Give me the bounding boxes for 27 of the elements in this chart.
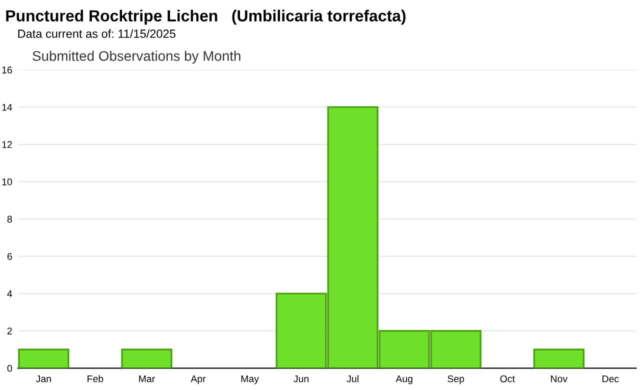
y-tick-label: 6 xyxy=(7,253,12,260)
chart-title: Punctured Rocktripe Lichen (Umbilicaria torrefacta) xyxy=(6,10,406,25)
bar xyxy=(533,348,584,368)
y-tick-label: 16 xyxy=(2,66,12,74)
text: Submitted Observations by Month xyxy=(32,50,240,64)
bar xyxy=(18,348,70,368)
x-tick-label: Mar xyxy=(139,375,155,382)
y-tick-label: 2 xyxy=(7,328,12,334)
x-tick-label: Jan xyxy=(36,375,51,382)
chart-subtitle: Data current as of: 11/15/2025 xyxy=(18,29,176,38)
x-tick-label: Aug xyxy=(396,375,412,384)
bar xyxy=(121,348,172,368)
x-tick-label: Oct xyxy=(500,375,515,382)
x-tick-label: Sep xyxy=(448,375,464,384)
y-tick-label: 4 xyxy=(7,290,12,298)
x-tick-label: Jul xyxy=(346,375,358,382)
x-tick-label: Apr xyxy=(190,375,206,384)
x-tick-label: Nov xyxy=(551,375,568,382)
x-tick-label: Feb xyxy=(88,375,104,382)
x-tick-label: Jun xyxy=(294,375,308,382)
y-tick-label: 10 xyxy=(2,178,12,186)
y-tick-label: 8 xyxy=(7,216,12,223)
x-tick-label: Dec xyxy=(602,375,619,382)
x-tick-label: May xyxy=(241,375,259,384)
y-tick-label: 12 xyxy=(2,141,12,148)
y-tick-label: 14 xyxy=(2,104,12,111)
y-tick-label: 0 xyxy=(7,364,12,372)
